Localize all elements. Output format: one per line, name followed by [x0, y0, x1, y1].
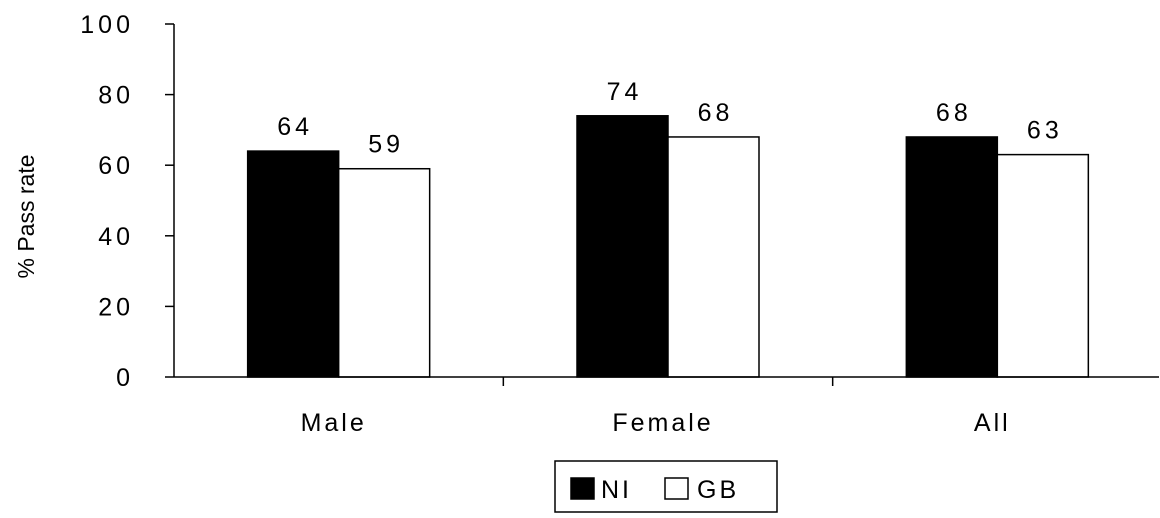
bar-gb-male	[337, 167, 431, 378]
legend: NI GB	[554, 460, 778, 513]
legend-swatch-ni	[570, 477, 595, 500]
y-tick-label: 20	[98, 293, 134, 321]
axes-layer	[173, 24, 1159, 378]
bar-gb-female	[667, 136, 760, 378]
y-tick-label: 100	[80, 11, 134, 39]
data-label: 74	[607, 78, 643, 106]
data-labels: 64 59 74 68 68 63	[277, 78, 1063, 159]
x-category-label: All	[974, 409, 1011, 437]
x-axis-ticks: Male Female All	[301, 377, 1011, 437]
x-category-label: Female	[612, 409, 713, 437]
y-tick-label: 60	[98, 152, 134, 180]
legend-label-gb: GB	[697, 476, 739, 504]
data-label: 68	[698, 99, 734, 127]
bar-gb-all	[996, 153, 1090, 378]
y-axis-title: % Pass rate	[13, 155, 39, 279]
data-label: 64	[277, 113, 313, 141]
bar-ni-all	[905, 136, 999, 378]
y-tick-label: 40	[98, 223, 134, 251]
data-label: 63	[1027, 117, 1063, 145]
bar-ni-male	[246, 150, 340, 378]
bars-layer	[246, 115, 1090, 378]
x-category-label: Male	[301, 409, 367, 437]
bar-ni-female	[576, 115, 669, 378]
data-label: 68	[936, 99, 972, 127]
legend-label-ni: NI	[601, 476, 632, 504]
y-tick-label: 80	[98, 82, 134, 110]
data-label: 59	[368, 131, 404, 159]
y-axis-ticks: 0 20 40 60 80 100	[80, 11, 174, 392]
legend-swatch-gb	[664, 477, 689, 500]
y-tick-label: 0	[116, 364, 134, 392]
